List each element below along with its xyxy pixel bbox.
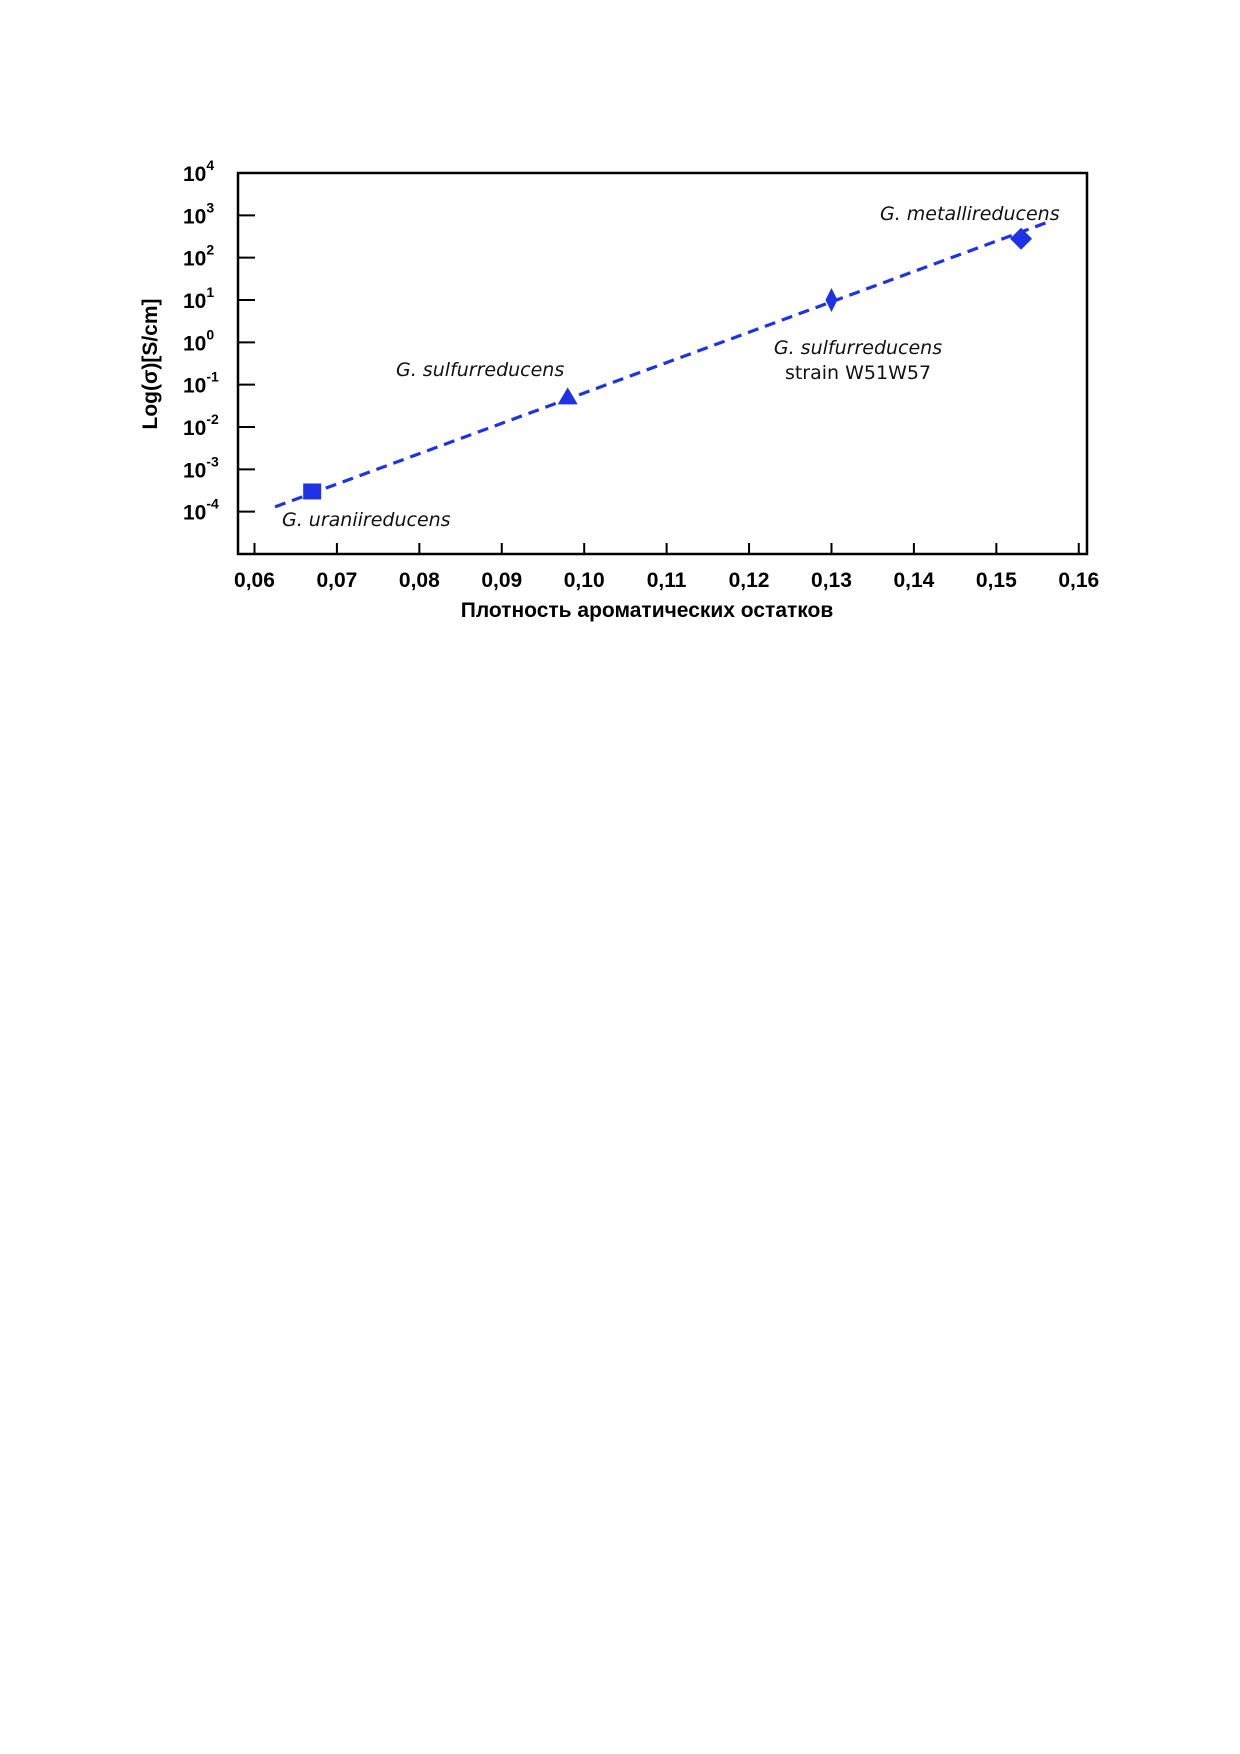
x-tick-label: 0,16 bbox=[1058, 569, 1099, 592]
data-point-square bbox=[303, 483, 322, 500]
y-tick-label: 103 bbox=[183, 199, 214, 228]
x-tick-label: 0,12 bbox=[729, 569, 770, 592]
y-axis-title: Log(σ)[S/cm] bbox=[139, 298, 162, 429]
point-annotation: G. metallireducens bbox=[880, 203, 1060, 225]
x-tick-label: 0,08 bbox=[399, 569, 440, 592]
x-tick-label: 0,15 bbox=[976, 569, 1017, 592]
point-annotation: strain W51W57 bbox=[785, 362, 931, 384]
x-tick-label: 0,14 bbox=[893, 569, 934, 592]
fit-line-group bbox=[274, 219, 1051, 509]
x-tick-label: 0,13 bbox=[811, 569, 852, 592]
x-tick-label: 0,10 bbox=[564, 569, 605, 592]
y-tick-label: 104 bbox=[183, 157, 214, 186]
data-point-thin-diamond bbox=[825, 288, 838, 312]
y-tick-label: 10-3 bbox=[183, 453, 219, 482]
y-axis: 10-4 10-3 10-2 10-1 100 101 102 103 104 bbox=[183, 157, 255, 525]
y-tick-label: 101 bbox=[183, 284, 214, 313]
data-point-diamond bbox=[1010, 227, 1033, 250]
x-tick-label: 0,09 bbox=[481, 569, 522, 592]
x-tick-label: 0,07 bbox=[316, 569, 357, 592]
plot-frame bbox=[236, 171, 1089, 556]
y-tick-label: 100 bbox=[183, 326, 214, 355]
x-axis-title: Плотность ароматических остатков bbox=[461, 599, 834, 622]
point-annotation: G. sulfurreducens bbox=[774, 337, 942, 359]
x-tick-label: 0,06 bbox=[234, 569, 275, 592]
fit-line bbox=[274, 219, 1051, 509]
point-annotation: G. uraniireducens bbox=[282, 509, 451, 531]
annotations: G. uraniireducens G. sulfurreducens G. sul… bbox=[282, 203, 1060, 531]
data-point-triangle bbox=[557, 387, 578, 405]
y-tick-label: 102 bbox=[183, 242, 214, 271]
y-tick-label: 10-4 bbox=[183, 496, 219, 525]
point-annotation: G. sulfurreducens bbox=[396, 359, 564, 381]
y-tick-label: 10-1 bbox=[183, 369, 219, 398]
data-points bbox=[303, 227, 1033, 500]
x-axis: 0,06 0,07 0,08 0,09 0,10 0,11 0,12 0,13 0,14 0,15… bbox=[234, 543, 1099, 592]
x-tick-label: 0,11 bbox=[647, 569, 687, 592]
y-tick-label: 10-2 bbox=[183, 411, 219, 440]
